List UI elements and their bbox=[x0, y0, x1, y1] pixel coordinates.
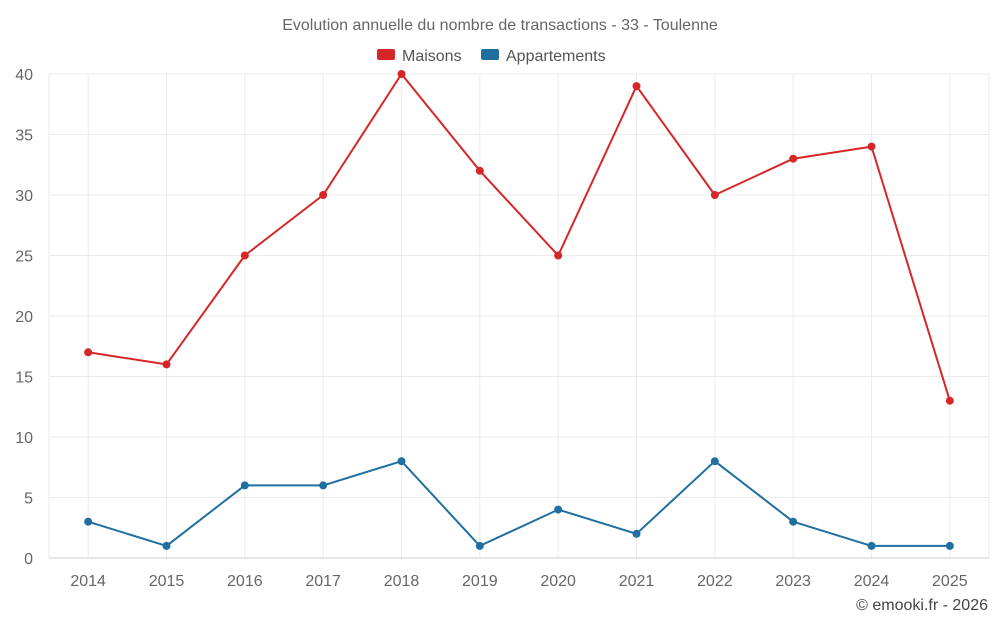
series-maisons bbox=[84, 70, 954, 405]
y-tick-label: 40 bbox=[15, 67, 33, 84]
x-axis: 2014 2015 2016 2017 2018 2019 2020 2021 2022 2023… bbox=[49, 557, 989, 590]
y-axis: 0 5 10 15 20 25 30 35 40 bbox=[15, 67, 33, 568]
data-point-maisons[interactable] bbox=[789, 154, 798, 163]
data-point-maisons[interactable] bbox=[554, 251, 563, 260]
legend-swatch-appartements bbox=[481, 49, 499, 60]
chart-title: Evolution annuelle du nombre de transact… bbox=[282, 17, 718, 34]
data-point-maisons[interactable] bbox=[632, 82, 641, 91]
data-point-appartements[interactable] bbox=[475, 541, 484, 550]
y-tick-label: 0 bbox=[24, 551, 33, 568]
y-tick-label: 30 bbox=[15, 188, 33, 205]
series-appartements bbox=[84, 457, 954, 550]
x-tick-label: 2025 bbox=[932, 573, 968, 590]
data-point-appartements[interactable] bbox=[867, 541, 876, 550]
legend-label-appartements: Appartements bbox=[506, 48, 606, 65]
series-line-appartements bbox=[87, 460, 950, 547]
data-point-appartements[interactable] bbox=[319, 481, 328, 490]
data-point-appartements[interactable] bbox=[945, 541, 954, 550]
x-tick-label: 2016 bbox=[227, 573, 263, 590]
data-point-maisons[interactable] bbox=[162, 360, 171, 369]
x-tick-label: 2023 bbox=[775, 573, 811, 590]
y-tick-label: 20 bbox=[15, 309, 33, 326]
grid bbox=[48, 73, 990, 558]
data-point-appartements[interactable] bbox=[240, 481, 249, 490]
x-tick-label: 2017 bbox=[305, 573, 341, 590]
x-tick-label: 2015 bbox=[149, 573, 185, 590]
data-point-maisons[interactable] bbox=[710, 191, 719, 199]
x-tick-label: 2021 bbox=[619, 573, 655, 590]
legend: Maisons Appartements bbox=[377, 48, 606, 65]
data-point-maisons[interactable] bbox=[397, 70, 406, 78]
legend-swatch-maisons bbox=[377, 49, 395, 60]
legend-label-maisons: Maisons bbox=[402, 48, 462, 65]
y-tick-label: 15 bbox=[15, 370, 33, 387]
x-tick-label: 2024 bbox=[854, 573, 890, 590]
legend-item-maisons[interactable]: Maisons bbox=[377, 48, 462, 65]
data-point-maisons[interactable] bbox=[475, 166, 484, 175]
y-tick-label: 35 bbox=[15, 128, 33, 145]
data-point-appartements[interactable] bbox=[632, 529, 641, 538]
y-tick-label: 5 bbox=[24, 491, 33, 508]
x-tick-label: 2018 bbox=[384, 573, 420, 590]
data-point-maisons[interactable] bbox=[240, 251, 249, 260]
series bbox=[84, 70, 954, 550]
series-line-maisons bbox=[88, 73, 951, 401]
copyright-footer: © emooki.fr - 2026 bbox=[856, 597, 988, 614]
data-point-appartements[interactable] bbox=[84, 517, 93, 526]
x-tick-label: 2019 bbox=[462, 573, 498, 590]
data-point-appartements[interactable] bbox=[397, 457, 406, 466]
data-point-maisons[interactable] bbox=[867, 142, 876, 151]
data-point-appartements[interactable] bbox=[710, 457, 719, 466]
x-tick-label: 2022 bbox=[697, 573, 733, 590]
x-tick-label: 2014 bbox=[70, 573, 106, 590]
y-tick-label: 25 bbox=[15, 249, 33, 266]
data-point-appartements[interactable] bbox=[789, 517, 798, 526]
data-point-appartements[interactable] bbox=[554, 505, 563, 514]
data-point-maisons[interactable] bbox=[945, 396, 954, 405]
y-tick-label: 10 bbox=[15, 430, 33, 447]
x-tick-label: 2020 bbox=[540, 573, 576, 590]
data-point-appartements[interactable] bbox=[162, 541, 171, 550]
data-point-maisons[interactable] bbox=[319, 191, 328, 199]
data-point-maisons[interactable] bbox=[84, 348, 93, 357]
legend-item-appartements[interactable]: Appartements bbox=[481, 48, 606, 65]
